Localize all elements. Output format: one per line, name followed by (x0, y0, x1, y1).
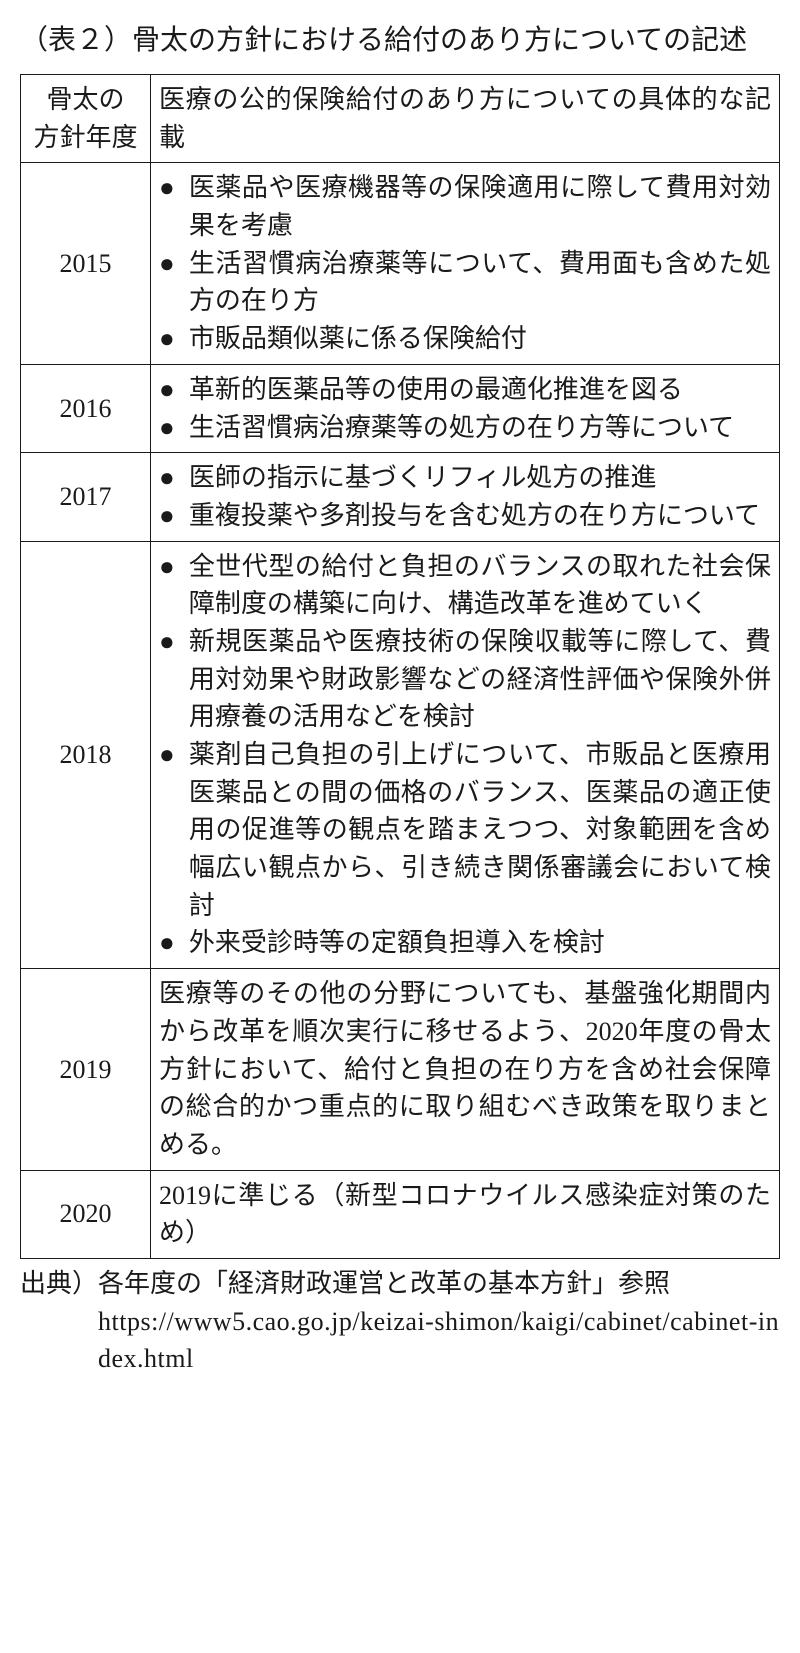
source-url: https://www5.cao.go.jp/keizai-shimon/kai… (98, 1307, 779, 1374)
cell-year: 2015 (21, 163, 151, 364)
source-body: 各年度の「経済財政運営と改革の基本方針」参照 https://www5.cao.… (98, 1265, 780, 1378)
source-prefix: 出典） (20, 1265, 98, 1378)
title-main: 骨太の方針における給付のあり方についての記述 (132, 20, 747, 62)
cell-year: 2017 (21, 453, 151, 541)
bullet-item: 新規医薬品や医療技術の保険収載等に際して、費用対効果や財政影響などの経済性評価や… (159, 623, 771, 736)
bullet-list: 全世代型の給付と負担のバランスの取れた社会保障制度の構築に向け、構造改革を進めて… (159, 548, 771, 963)
cell-year: 2019 (21, 969, 151, 1170)
cell-desc: 医師の指示に基づくリフィル処方の推進重複投薬や多剤投与を含む処方の在り方について (151, 453, 780, 541)
col-header-desc: 医療の公的保険給付のあり方についての具体的な記載 (151, 75, 780, 163)
table-header-row: 骨太の 方針年度 医療の公的保険給付のあり方についての具体的な記載 (21, 75, 780, 163)
cell-desc: 2019に準じる（新型コロナウイルス感染症対策のため） (151, 1170, 780, 1258)
col-header-year: 骨太の 方針年度 (21, 75, 151, 163)
bullet-item: 生活習慣病治療薬等について、費用面も含めた処方の在り方 (159, 245, 771, 320)
table-row: 2017医師の指示に基づくリフィル処方の推進重複投薬や多剤投与を含む処方の在り方… (21, 453, 780, 541)
table-row: 2018全世代型の給付と負担のバランスの取れた社会保障制度の構築に向け、構造改革… (21, 541, 780, 969)
cell-desc: 全世代型の給付と負担のバランスの取れた社会保障制度の構築に向け、構造改革を進めて… (151, 541, 780, 969)
cell-year: 2020 (21, 1170, 151, 1258)
bullet-item: 生活習慣病治療薬等の処方の在り方等について (159, 409, 771, 447)
cell-desc: 革新的医薬品等の使用の最適化推進を図る生活習慣病治療薬等の処方の在り方等について (151, 364, 780, 452)
bullet-list: 医師の指示に基づくリフィル処方の推進重複投薬や多剤投与を含む処方の在り方について (159, 459, 771, 534)
figure-title: （表２） 骨太の方針における給付のあり方についての記述 (20, 20, 780, 62)
bullet-item: 市販品類似薬に係る保険給付 (159, 320, 771, 358)
source-citation: 出典） 各年度の「経済財政運営と改革の基本方針」参照 https://www5.… (20, 1265, 780, 1378)
table-row: 20202019に準じる（新型コロナウイルス感染症対策のため） (21, 1170, 780, 1258)
bullet-item: 医薬品や医療機器等の保険適用に際して費用対効果を考慮 (159, 169, 771, 244)
bullet-list: 医薬品や医療機器等の保険適用に際して費用対効果を考慮生活習慣病治療薬等について、… (159, 169, 771, 357)
cell-year: 2016 (21, 364, 151, 452)
cell-desc: 医療等のその他の分野についても、基盤強化期間内から改革を順次実行に移せるよう、2… (151, 969, 780, 1170)
table-row: 2016革新的医薬品等の使用の最適化推進を図る生活習慣病治療薬等の処方の在り方等… (21, 364, 780, 452)
cell-year: 2018 (21, 541, 151, 969)
cell-desc: 医薬品や医療機器等の保険適用に際して費用対効果を考慮生活習慣病治療薬等について、… (151, 163, 780, 364)
bullet-list: 革新的医薬品等の使用の最適化推進を図る生活習慣病治療薬等の処方の在り方等について (159, 371, 771, 446)
table-body: 2015医薬品や医療機器等の保険適用に際して費用対効果を考慮生活習慣病治療薬等に… (21, 163, 780, 1259)
title-prefix: （表２） (20, 20, 132, 62)
table-row: 2015医薬品や医療機器等の保険適用に際して費用対効果を考慮生活習慣病治療薬等に… (21, 163, 780, 364)
bullet-item: 医師の指示に基づくリフィル処方の推進 (159, 459, 771, 497)
bullet-item: 外来受診時等の定額負担導入を検討 (159, 924, 771, 962)
bullet-item: 全世代型の給付と負担のバランスの取れた社会保障制度の構築に向け、構造改革を進めて… (159, 548, 771, 623)
table-row: 2019医療等のその他の分野についても、基盤強化期間内から改革を順次実行に移せる… (21, 969, 780, 1170)
source-text: 各年度の「経済財政運営と改革の基本方針」参照 (98, 1269, 670, 1298)
bullet-item: 重複投薬や多剤投与を含む処方の在り方について (159, 497, 771, 535)
bullet-item: 革新的医薬品等の使用の最適化推進を図る (159, 371, 771, 409)
policy-table: 骨太の 方針年度 医療の公的保険給付のあり方についての具体的な記載 2015医薬… (20, 74, 780, 1259)
bullet-item: 薬剤自己負担の引上げについて、市販品と医療用医薬品との間の価格のバランス、医薬品… (159, 736, 771, 924)
